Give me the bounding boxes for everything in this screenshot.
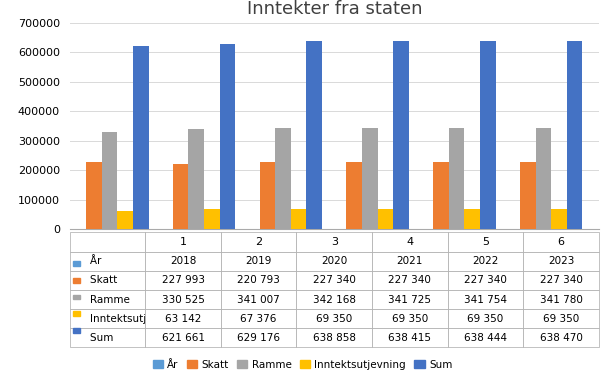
Bar <box>275 128 291 229</box>
Bar <box>291 209 307 229</box>
Legend: År, Skatt, Ramme, Inntektsutjevning, Sum: År, Skatt, Ramme, Inntektsutjevning, Sum <box>148 356 457 374</box>
Bar <box>307 41 322 229</box>
Bar <box>102 132 117 229</box>
Bar <box>173 164 189 229</box>
Bar <box>520 162 535 229</box>
Bar <box>433 162 449 229</box>
Bar <box>362 128 378 229</box>
Bar <box>347 162 362 229</box>
Bar <box>220 44 235 229</box>
Title: Inntekter fra staten: Inntekter fra staten <box>246 0 422 19</box>
Bar <box>567 41 583 229</box>
Bar <box>260 162 275 229</box>
Bar <box>117 211 133 229</box>
Bar <box>480 41 495 229</box>
Bar <box>393 41 409 229</box>
Bar <box>535 128 551 229</box>
Bar <box>465 209 480 229</box>
Bar <box>189 129 204 229</box>
Bar <box>133 46 149 229</box>
Bar <box>449 128 465 229</box>
Bar <box>551 209 567 229</box>
Bar <box>378 209 393 229</box>
Bar <box>86 162 102 229</box>
Bar <box>204 210 220 229</box>
